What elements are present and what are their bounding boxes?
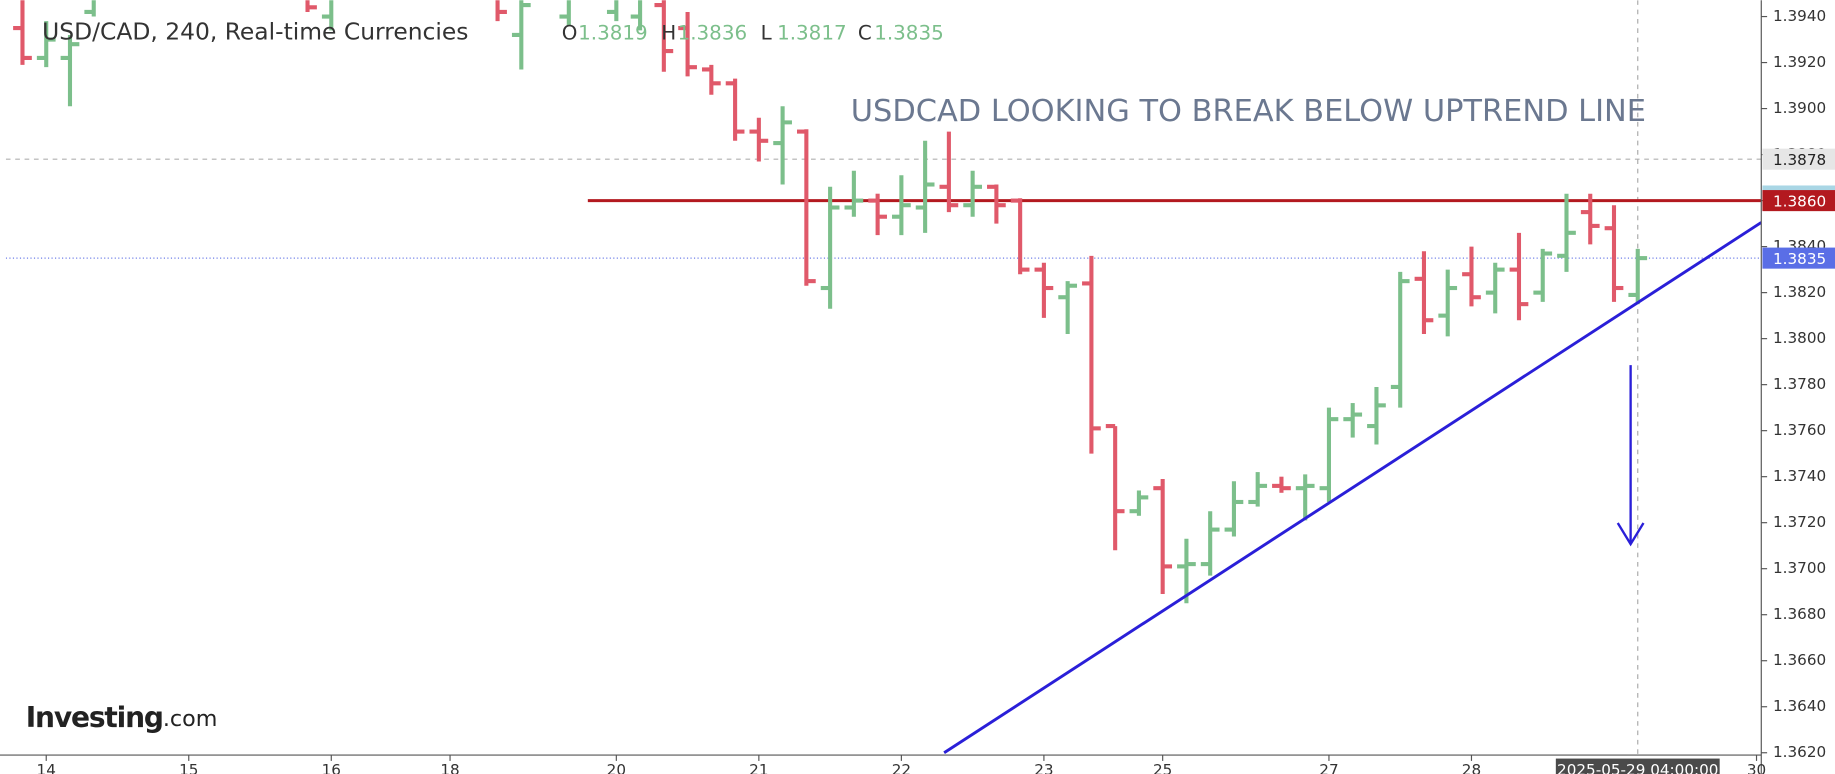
crosshair-date-label: 2025-05-29 04:00:00 xyxy=(1557,761,1718,774)
price-tag xyxy=(1762,190,1835,212)
y-tick-label: 1.3900 xyxy=(1773,99,1826,117)
arrow-head xyxy=(1616,522,1645,547)
price-tag-label: 1.3835 xyxy=(1773,250,1826,268)
y-tick-label: 1.3640 xyxy=(1773,697,1826,715)
legend-value: 1.3835 xyxy=(874,22,944,45)
y-tick-label: 1.3680 xyxy=(1773,605,1826,623)
y-tick-label: 1.3760 xyxy=(1773,421,1826,439)
price-tag xyxy=(1762,247,1835,269)
y-tick-label: 1.3800 xyxy=(1773,329,1826,347)
y-tick-label: 1.3660 xyxy=(1773,651,1826,669)
x-tick-label: 18 xyxy=(440,761,459,774)
y-tick-label: 1.3620 xyxy=(1773,743,1826,761)
x-tick-label: 21 xyxy=(749,761,768,774)
legend-letter: L xyxy=(761,22,772,45)
trend-line xyxy=(943,221,1762,754)
y-tick-label: 1.3720 xyxy=(1773,513,1826,531)
x-tick-label: 28 xyxy=(1462,761,1481,774)
x-tick-label: 27 xyxy=(1319,761,1338,774)
x-tick-label: 23 xyxy=(1034,761,1053,774)
y-tick-label: 1.3940 xyxy=(1773,7,1826,25)
annotation: USDCAD LOOKING TO BREAK BELOW UPTREND LI… xyxy=(851,94,1646,129)
legend-value: 1.3817 xyxy=(777,22,847,45)
price-tag-label: 1.3878 xyxy=(1773,151,1826,169)
x-tick-label: 20 xyxy=(607,761,626,774)
logo-suffix: .com xyxy=(163,705,218,731)
price-tag-label: 1.3860 xyxy=(1773,192,1826,210)
y-tick-label: 1.3700 xyxy=(1773,559,1826,577)
y-tick-label: 1.3820 xyxy=(1773,283,1826,301)
y-tick-label: 1.3740 xyxy=(1773,467,1826,485)
x-tick-label: 22 xyxy=(892,761,911,774)
chart-title: USD/CAD, 240, Real-time Currencies xyxy=(42,17,468,45)
x-tick-label: 15 xyxy=(179,761,198,774)
y-tick-label: 1.3920 xyxy=(1773,53,1826,71)
crosshair-date-tag xyxy=(1555,758,1720,774)
x-tick-label: 25 xyxy=(1153,761,1172,774)
legend-letter: H xyxy=(661,22,676,45)
legend-letter: O xyxy=(562,22,578,45)
y-tick-label: 1.3780 xyxy=(1773,375,1826,393)
legend-value: 1.3836 xyxy=(678,22,748,45)
legend-value: 1.3819 xyxy=(578,22,648,45)
logo-brand: Investing xyxy=(26,701,163,734)
x-tick-label: 14 xyxy=(37,761,56,774)
legend-letter: C xyxy=(858,22,872,45)
price-tag xyxy=(1762,148,1835,170)
plot-area xyxy=(5,0,1762,756)
x-tick-label: 16 xyxy=(322,761,341,774)
x-tick-label: 30 xyxy=(1747,761,1766,774)
logo: Investing.com xyxy=(26,701,218,734)
